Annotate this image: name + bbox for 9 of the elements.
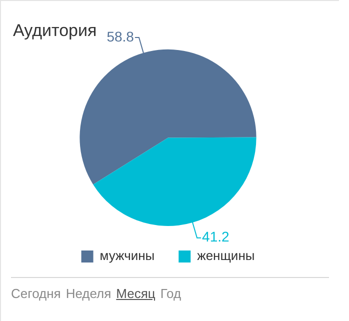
text: Неделя: [66, 286, 112, 301]
text: Сегодня: [11, 286, 61, 301]
chart-title: Аудитория: [13, 20, 97, 40]
data-label: 58.8: [106, 28, 134, 44]
text: Месяц: [116, 286, 156, 301]
text: Год: [160, 286, 182, 301]
legend-label: мужчины: [100, 248, 155, 264]
legend-label: женщины: [197, 248, 255, 264]
data-label: 41.2: [202, 228, 230, 245]
